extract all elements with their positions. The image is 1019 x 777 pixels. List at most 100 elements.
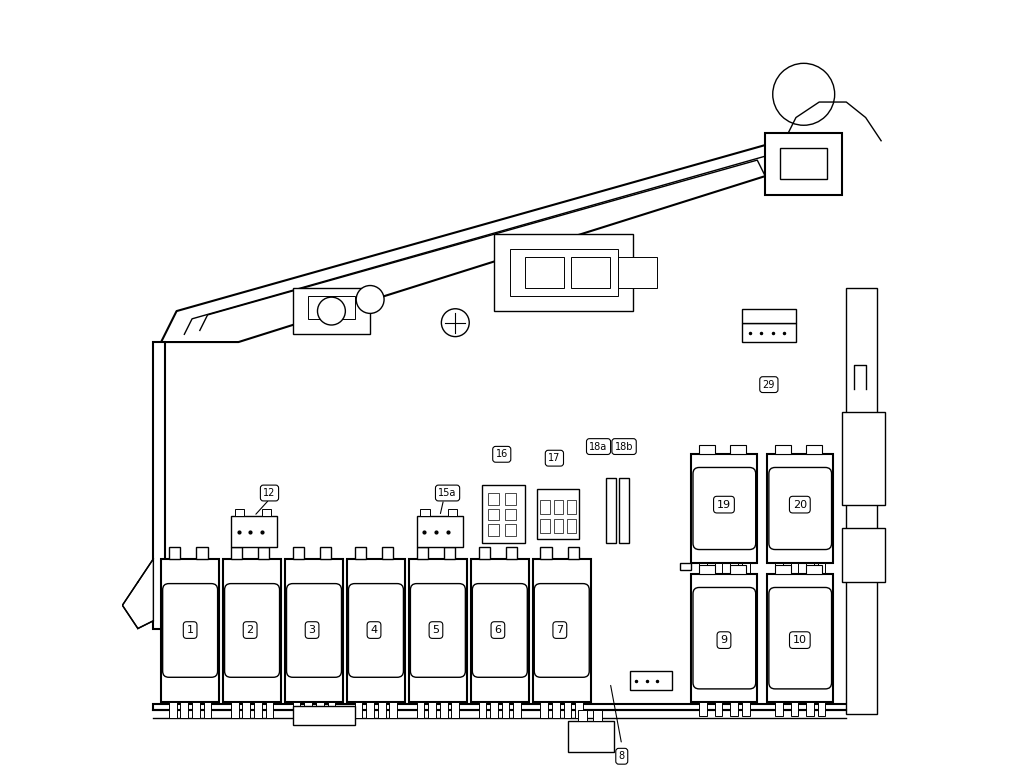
Bar	[316, 702, 324, 717]
Bar	[699, 702, 707, 716]
Text: 15a: 15a	[438, 488, 457, 498]
Bar	[553, 500, 562, 514]
Text: 19: 19	[717, 500, 731, 510]
Bar	[514, 702, 521, 717]
Bar	[791, 702, 798, 716]
Bar	[230, 547, 243, 559]
Bar	[204, 702, 211, 717]
Bar	[806, 565, 821, 574]
Polygon shape	[122, 559, 153, 629]
Bar	[765, 133, 843, 195]
Text: 29: 29	[762, 380, 775, 389]
Text: 16: 16	[495, 449, 507, 459]
Bar	[775, 563, 783, 577]
Bar	[537, 490, 579, 539]
Bar	[494, 234, 634, 311]
FancyBboxPatch shape	[473, 584, 527, 678]
Bar	[346, 559, 405, 702]
Bar	[791, 563, 798, 577]
Bar	[680, 563, 692, 570]
Bar	[504, 493, 517, 504]
FancyBboxPatch shape	[769, 468, 832, 549]
Bar	[540, 500, 550, 514]
Bar	[742, 563, 750, 577]
Text: 19: 19	[716, 502, 733, 515]
Bar	[169, 702, 176, 717]
FancyBboxPatch shape	[224, 584, 279, 678]
Bar	[731, 445, 746, 455]
Bar	[488, 524, 499, 535]
Bar	[482, 486, 525, 543]
Bar	[305, 702, 312, 717]
Bar	[320, 547, 331, 559]
Bar	[308, 295, 355, 319]
Bar	[292, 706, 355, 725]
Bar	[292, 702, 301, 717]
Text: 1: 1	[186, 624, 194, 637]
Bar	[292, 547, 305, 559]
Bar	[806, 445, 821, 455]
Bar	[606, 478, 615, 543]
Bar	[699, 563, 707, 577]
Bar	[504, 508, 517, 520]
Circle shape	[318, 297, 345, 325]
Bar	[540, 702, 548, 717]
Bar	[540, 547, 552, 559]
Bar	[775, 702, 783, 716]
Bar	[451, 702, 460, 717]
Bar	[525, 257, 564, 287]
Bar	[266, 702, 273, 717]
Bar	[567, 519, 576, 533]
Bar	[234, 508, 244, 516]
Circle shape	[441, 308, 469, 336]
Text: 20: 20	[793, 502, 808, 515]
Text: 7: 7	[557, 624, 566, 637]
Bar	[180, 702, 189, 717]
Bar	[806, 563, 814, 577]
Bar	[593, 710, 602, 721]
Text: 10: 10	[793, 632, 808, 645]
Bar	[382, 547, 393, 559]
Bar	[692, 455, 757, 563]
Bar	[618, 257, 656, 287]
Text: 5: 5	[434, 624, 442, 637]
Bar	[742, 702, 750, 716]
Text: 4: 4	[372, 624, 380, 637]
Bar	[471, 559, 529, 702]
Text: 6: 6	[494, 625, 501, 635]
Bar	[742, 308, 796, 322]
Text: 5: 5	[432, 625, 439, 635]
FancyBboxPatch shape	[163, 584, 218, 678]
Bar	[576, 702, 583, 717]
Bar	[196, 547, 208, 559]
Bar	[153, 342, 165, 629]
Bar	[567, 500, 576, 514]
Bar	[699, 445, 714, 455]
Bar	[417, 516, 463, 547]
Bar	[389, 702, 397, 717]
Bar	[505, 547, 518, 559]
Bar	[767, 574, 834, 702]
Text: 3: 3	[310, 624, 318, 637]
Bar	[254, 702, 262, 717]
Bar	[443, 547, 455, 559]
Bar	[258, 547, 269, 559]
Bar	[153, 704, 850, 710]
Text: 9: 9	[720, 632, 729, 645]
Bar	[620, 478, 629, 543]
Text: 2: 2	[247, 625, 254, 635]
Bar	[285, 559, 343, 702]
Bar	[553, 519, 562, 533]
Text: 6: 6	[496, 624, 503, 637]
Text: 3: 3	[309, 625, 316, 635]
Text: 8: 8	[619, 751, 625, 761]
Bar	[564, 702, 572, 717]
Bar	[731, 702, 738, 716]
Text: 17: 17	[548, 453, 560, 463]
Bar	[169, 547, 180, 559]
Bar	[742, 322, 796, 342]
Bar	[731, 565, 746, 574]
FancyBboxPatch shape	[769, 587, 832, 689]
Bar	[440, 702, 447, 717]
Bar	[292, 287, 370, 334]
